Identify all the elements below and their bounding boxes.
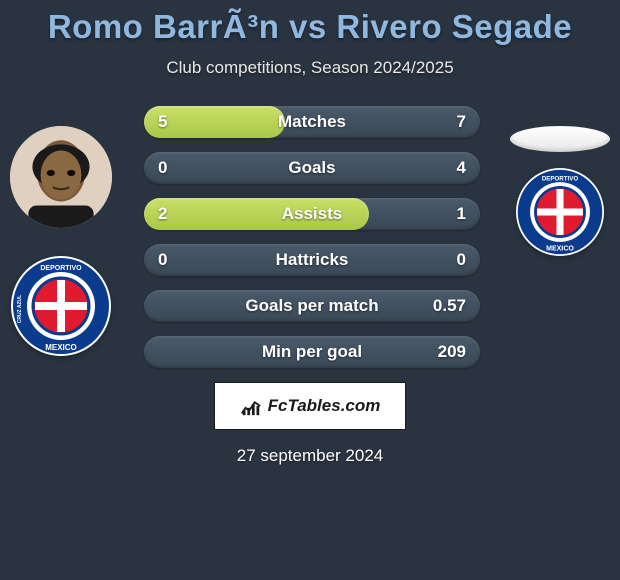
stat-label: Goals: [144, 158, 480, 178]
stat-value-right: 1: [457, 204, 466, 224]
player-left-club-badge: DEPORTIVO MEXICO CRUZ AZUL: [11, 256, 111, 356]
stat-value-right: 0: [457, 250, 466, 270]
stat-value-right: 0.57: [433, 296, 466, 316]
stat-row: 5Matches7: [144, 106, 480, 138]
brand-box: FcTables.com: [214, 382, 406, 430]
stat-label: Assists: [144, 204, 480, 224]
svg-text:CRUZ AZUL: CRUZ AZUL: [17, 295, 23, 323]
stat-value-right: 7: [457, 112, 466, 132]
stat-label: Min per goal: [144, 342, 480, 362]
date-text: 27 september 2024: [0, 446, 620, 466]
player-right-club-badge: DEPORTIVO MEXICO: [516, 168, 604, 256]
stat-label: Matches: [144, 112, 480, 132]
stat-value-right: 4: [457, 158, 466, 178]
stat-row: 0Goals4: [144, 152, 480, 184]
brand-text: FcTables.com: [268, 396, 381, 416]
svg-text:DEPORTIVO: DEPORTIVO: [40, 265, 82, 272]
chart-icon: [240, 395, 262, 417]
stat-rows: 5Matches70Goals42Assists10Hattricks0Goal…: [140, 106, 480, 368]
player-left-column: DEPORTIVO MEXICO CRUZ AZUL: [10, 126, 112, 356]
stat-label: Goals per match: [144, 296, 480, 316]
svg-text:DEPORTIVO: DEPORTIVO: [542, 175, 578, 182]
svg-text:MEXICO: MEXICO: [546, 246, 574, 253]
subtitle: Club competitions, Season 2024/2025: [0, 58, 620, 78]
stat-label: Hattricks: [144, 250, 480, 270]
stat-row: 0Hattricks0: [144, 244, 480, 276]
stat-value-right: 209: [438, 342, 466, 362]
stat-row: Goals per match0.57: [144, 290, 480, 322]
player-right-avatar: [510, 126, 610, 152]
page-title: Romo BarrÃ³n vs Rivero Segade: [0, 8, 620, 46]
player-right-column: DEPORTIVO MEXICO: [510, 126, 610, 256]
stat-row: 2Assists1: [144, 198, 480, 230]
player-left-avatar: [10, 126, 112, 228]
stat-row: Min per goal209: [144, 336, 480, 368]
svg-text:MEXICO: MEXICO: [45, 343, 77, 352]
